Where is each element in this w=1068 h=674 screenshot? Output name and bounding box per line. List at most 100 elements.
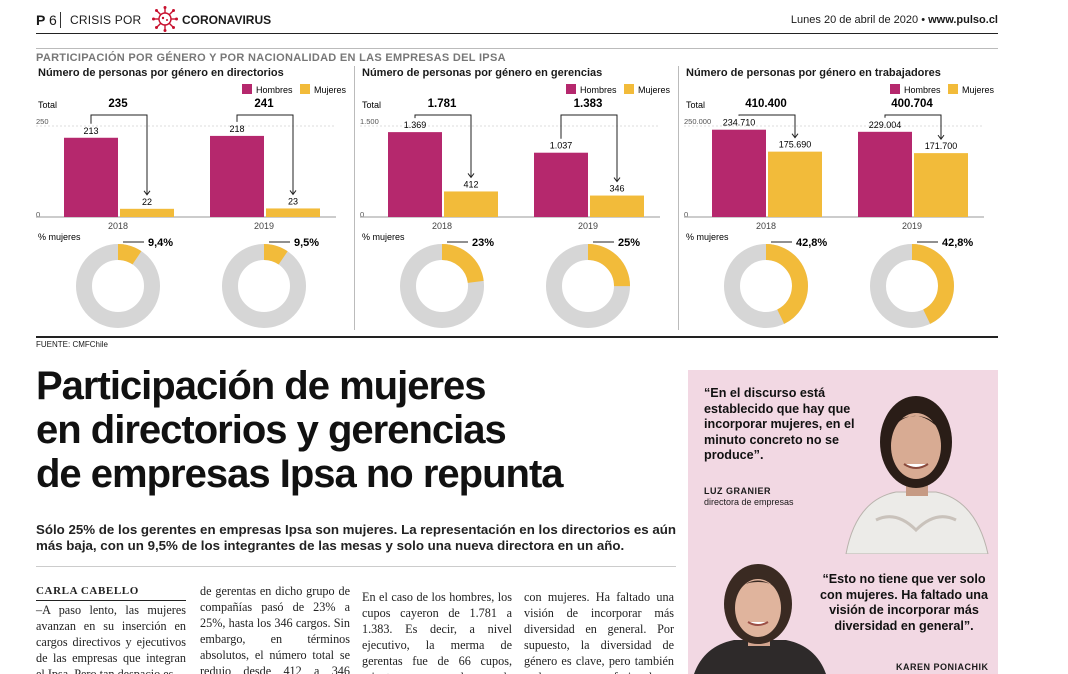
bar-men [712, 129, 766, 217]
legend-swatch-women [300, 84, 310, 94]
virus-icon [152, 6, 178, 32]
total-value: 1.781 [428, 98, 457, 110]
body-column-1: CARLA CABELLO –A paso lento, las mujeres… [36, 583, 186, 674]
bar-value-label: 1.037 [550, 141, 573, 151]
panel-divider [678, 66, 679, 330]
bar-value-label: 218 [229, 124, 244, 134]
total-value: 1.383 [574, 98, 603, 110]
lede-rule [36, 566, 676, 567]
chart-gerencias: Hombres Mujeres Total 1.500 0 1.369 412 2018 1.7… [360, 84, 671, 328]
bar-men [210, 135, 264, 217]
bar-value-label: 213 [83, 126, 98, 136]
total-bracket [884, 114, 942, 140]
total-value: 410.400 [745, 98, 787, 110]
legend-swatch-men [566, 84, 576, 94]
bar-value-label: 412 [463, 179, 478, 189]
pct-women-label: 9,5% [294, 237, 319, 249]
section-label-bold: CORONAVIRUS [182, 13, 272, 27]
bar-women [590, 195, 644, 217]
donut-track [222, 244, 306, 328]
donut-women-segment [546, 244, 630, 328]
legend-label-men: Hombres [256, 85, 293, 95]
pct-women-label: 42,8% [796, 237, 827, 249]
donut-track [76, 244, 160, 328]
total-label: Total [38, 100, 57, 110]
total-bracket [90, 114, 148, 195]
body-column-3: En el caso de los hombres, los cupos cay… [362, 589, 512, 674]
headline-line: en directorios y gerencias [36, 408, 507, 452]
legend-swatch-men [242, 84, 252, 94]
panel-gerencias: Número de personas por género en gerenci… [360, 62, 676, 334]
body-column-4: con mujeres. Ha faltado una visión de in… [524, 589, 674, 674]
arrow-head [613, 177, 621, 183]
bar-value-label: 1.369 [404, 120, 427, 130]
legend-label-men: Hombres [904, 85, 941, 95]
legend-label-men: Hombres [580, 85, 617, 95]
bar-women [914, 153, 968, 217]
category-label: 2018 [432, 221, 452, 231]
y-tick-label: 250.000 [684, 117, 711, 126]
headline-line: de empresas Ipsa no repunta [36, 452, 564, 496]
page-prefix: P [36, 12, 46, 28]
total-value: 235 [108, 98, 128, 110]
lede: Sólo 25% de los gerentes en empresas Ips… [36, 522, 676, 553]
donut-women-segment [222, 244, 306, 328]
arrow-head [289, 190, 297, 196]
quote-author: KAREN PONIACHIK [896, 662, 989, 672]
pct-women-label: 25% [618, 237, 640, 249]
headline-line: Participación de mujeres [36, 364, 487, 408]
bar-women [266, 208, 320, 217]
arrow-head [791, 133, 799, 139]
total-bracket [236, 114, 294, 195]
issue-date: Lunes 20 de abril de 2020 • www.pulso.cl [791, 14, 998, 26]
panel-title: Número de personas por género en gerenci… [362, 67, 603, 79]
infographic-title: PARTICIPACIÓN POR GÉNERO Y POR NACIONALI… [36, 52, 506, 64]
y-tick-label: 250 [36, 117, 49, 126]
portrait-photo [694, 564, 826, 674]
chart-trabajadores: Hombres Mujeres Total 250.000 0 234.710 175.69… [684, 84, 995, 328]
arrow-head [937, 134, 945, 140]
legend-label-women: Mujeres [962, 85, 995, 95]
legend-swatch-men [890, 84, 900, 94]
donut-women-segment [724, 244, 808, 328]
y-tick-label: 0 [36, 210, 40, 219]
chart-directorios: Hombres Mujeres Total 250 0 213 22 2018 235 9,4% 2… [36, 84, 347, 328]
category-label: 2018 [108, 221, 128, 231]
bar-men [858, 131, 912, 217]
panel-title: Número de personas por género en trabaja… [686, 67, 941, 79]
total-bracket [414, 114, 472, 178]
legend-label-women: Mujeres [314, 85, 347, 95]
bar-value-label: 171.700 [925, 141, 958, 151]
y-tick-label: 0 [360, 210, 364, 219]
bar-value-label: 23 [288, 196, 298, 206]
quote-box-granier: “En el discurso está establecido que hay… [688, 370, 998, 554]
total-bracket [560, 114, 618, 182]
bar-women [444, 191, 498, 217]
headline: Participación de mujeres en directorios … [36, 364, 676, 496]
source-note: FUENTE: CMFChile [36, 340, 109, 349]
pct-women-heading: % mujeres [686, 232, 729, 242]
byline: CARLA CABELLO [36, 583, 186, 601]
bar-value-label: 346 [609, 184, 624, 194]
panel-title: Número de personas por género en directo… [38, 67, 284, 79]
page-number: P 6 [36, 12, 57, 28]
panel-directorios: Número de personas por género en directo… [36, 62, 352, 334]
donut-women-segment [400, 244, 484, 328]
infographic-rule [36, 48, 998, 49]
pct-women-label: 9,4% [148, 237, 173, 249]
total-label: Total [362, 100, 381, 110]
panel-divider [354, 66, 355, 330]
total-bracket [738, 114, 796, 138]
bar-women [768, 151, 822, 217]
donut-women-segment [870, 244, 954, 328]
pct-women-label: 42,8% [942, 237, 973, 249]
y-tick-label: 1.500 [360, 117, 379, 126]
category-label: 2019 [578, 221, 598, 231]
donut-women-segment [76, 244, 160, 328]
body-text: con mujeres. Ha faltado una visión de in… [524, 590, 674, 674]
section-label: CRISIS POR [70, 13, 142, 27]
bar-value-label: 22 [142, 197, 152, 207]
body-text: En el caso de los hombres, los cupos cay… [362, 590, 512, 674]
bar-value-label: 229.004 [869, 120, 902, 130]
bar-men [388, 132, 442, 217]
